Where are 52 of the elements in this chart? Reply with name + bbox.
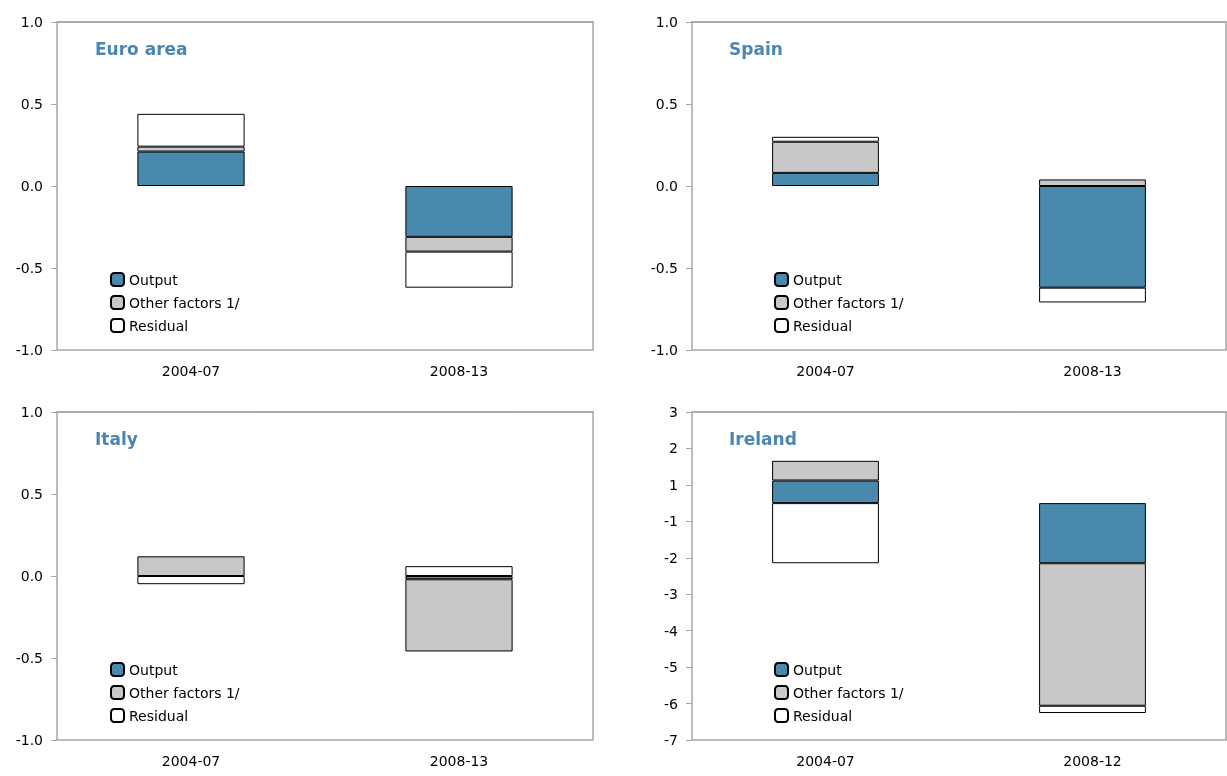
x-tick-label: 2004-07 [796, 753, 855, 769]
y-tick-label: 0.0 [655, 178, 678, 194]
x-tick-label: 2008-13 [429, 753, 489, 769]
legend-label: Other factors 1/ [793, 684, 904, 701]
y-tick-label: -7 [664, 732, 678, 748]
y-tick-label: 1.0 [20, 404, 43, 420]
y-tick-label: -1.0 [650, 342, 678, 358]
y-tick-label: -0.5 [650, 260, 678, 276]
legend-label: Other factors 1/ [129, 294, 240, 311]
y-tick-label: -0.5 [15, 260, 43, 276]
x-tick-label: 2004-07 [161, 753, 221, 769]
y-tick-label: 1.0 [20, 14, 43, 30]
legend-label: Residual [129, 707, 189, 724]
y-tick-label: 2 [669, 440, 678, 457]
y-tick-label: -1 [664, 513, 678, 530]
x-tick-label: 2004-07 [796, 363, 855, 379]
y-tick-label: -4 [664, 622, 679, 639]
x-tick-label: 2008-12 [1063, 753, 1122, 769]
y-tick-label: -6 [664, 695, 679, 712]
y-tick-label: 0.5 [655, 96, 678, 112]
legend-label: Output [129, 271, 179, 288]
legend-label: Other factors 1/ [793, 294, 904, 311]
y-tick-label: -3 [664, 586, 678, 603]
text: Ireland [729, 428, 797, 449]
bar [137, 151, 245, 186]
y-tick-label: 0.5 [20, 486, 43, 502]
y-tick-label: -2 [664, 549, 678, 566]
legend-label: Output [129, 661, 179, 678]
x-tick-label: 2008-13 [429, 363, 489, 379]
legend-label: Residual [793, 707, 853, 724]
bar [405, 566, 513, 576]
text: Italy [95, 428, 138, 449]
y-tick-label: 0.0 [20, 178, 43, 194]
text: Spain [729, 38, 783, 59]
y-tick-label: -5 [664, 659, 678, 676]
legend-label: Residual [793, 317, 853, 334]
x-tick-label: 2008-13 [1063, 363, 1122, 379]
legend-label: Other factors 1/ [129, 684, 240, 701]
legend-label: Residual [129, 317, 189, 334]
y-tick-label: 3 [669, 404, 678, 420]
bar [405, 579, 513, 652]
y-tick-label: -0.5 [15, 650, 43, 666]
y-tick-label: 0.5 [20, 96, 43, 112]
y-tick-label: 0.0 [20, 568, 43, 584]
y-tick-label: -1.0 [15, 342, 43, 358]
text: Euro area [95, 38, 188, 59]
legend-label: Output [793, 271, 843, 288]
legend-label: Output [793, 661, 843, 678]
y-tick-label: 1.0 [655, 14, 678, 30]
y-tick-label: 1 [669, 476, 678, 493]
y-tick-label: -1.0 [15, 732, 43, 748]
x-tick-label: 2004-07 [161, 363, 221, 379]
